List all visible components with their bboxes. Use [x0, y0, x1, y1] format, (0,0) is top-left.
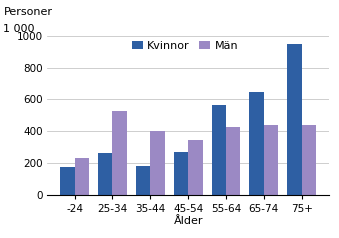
Bar — [60, 167, 75, 195]
Legend: Kvinnor, Män: Kvinnor, Män — [132, 41, 238, 51]
Bar — [113, 111, 127, 195]
Bar — [287, 45, 302, 195]
Text: Personer: Personer — [3, 7, 53, 17]
Bar — [264, 125, 278, 195]
Bar — [174, 152, 188, 195]
Bar — [98, 153, 113, 195]
Bar — [136, 166, 150, 195]
Bar — [212, 105, 226, 195]
Bar — [188, 140, 202, 195]
Bar — [250, 92, 264, 195]
Bar — [75, 159, 89, 195]
X-axis label: Ålder: Ålder — [173, 216, 203, 226]
Bar — [150, 131, 165, 195]
Bar — [302, 125, 316, 195]
Text: 1 000: 1 000 — [3, 24, 35, 34]
Bar — [226, 127, 240, 195]
